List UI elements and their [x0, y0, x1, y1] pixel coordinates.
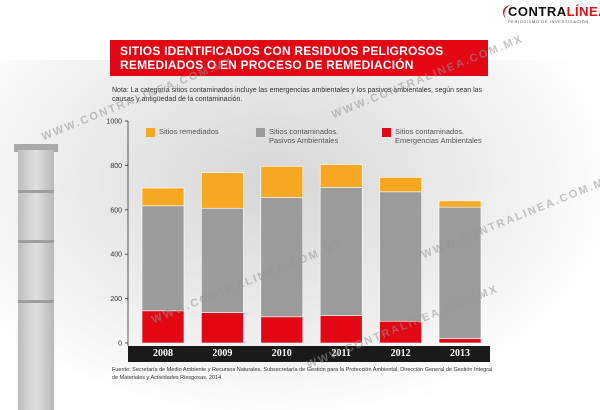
bar-segment — [260, 316, 304, 344]
bar-segment — [260, 165, 304, 198]
legend-swatch — [146, 128, 155, 137]
x-tick-label: 2013 — [450, 348, 470, 359]
logo-tagline: PERIODISMO DE INVESTIGACIÓN — [508, 19, 589, 24]
bar-segment — [319, 164, 363, 188]
y-tick-label: 1000 — [106, 119, 122, 126]
legend-label: Sitios contaminados. — [395, 127, 464, 136]
bar-segment — [438, 338, 482, 344]
y-tick-label: 800 — [110, 163, 122, 170]
logo-swoosh-icon — [502, 5, 510, 19]
bar-segment — [141, 187, 185, 207]
y-tick-label: 400 — [110, 252, 122, 259]
legend-swatch — [382, 128, 391, 137]
legend-label: Pasivos Ambientales — [269, 136, 338, 145]
chimney-ring — [18, 240, 54, 243]
bar-segment — [379, 177, 422, 193]
chimney-cap — [14, 144, 58, 152]
x-tick-label: 2008 — [153, 348, 173, 359]
legend-label: Emergencias Ambientales — [395, 136, 482, 145]
chart-title-line2: REMEDIADOS O EN PROCESO DE REMEDIACIÓN — [120, 58, 414, 72]
legend-label: Sitios remediados — [159, 127, 219, 136]
logo-word-red: LÍNEA — [566, 4, 600, 19]
bar-segment — [319, 187, 363, 316]
x-axis-year-band: 2008 2009 2010 2011 2012 2013 — [128, 346, 490, 362]
x-tick-label: 2010 — [271, 348, 292, 359]
chart-title-line1: SITIOS IDENTIFICADOS CON RESIDUOS PELIGR… — [120, 44, 444, 58]
bar-segment — [141, 205, 185, 312]
chart-note: Nota: La categoría sitios contaminados i… — [112, 87, 483, 103]
bar-segment — [438, 206, 482, 339]
chart-source: Fuente: Secretaría de Medio Ambiente y R… — [112, 367, 493, 381]
contralinea-logo: CONTRALÍNEA PERIODISMO DE INVESTIGACIÓN — [500, 4, 600, 30]
bar-segment — [201, 172, 244, 209]
y-axis: 0 200 400 600 800 1000 — [106, 119, 129, 348]
bars — [141, 164, 482, 344]
y-tick-label: 0 — [118, 341, 122, 348]
y-tick-label: 200 — [110, 296, 122, 303]
bar-segment — [201, 312, 244, 344]
bar-segment — [141, 310, 185, 344]
chimney-ring — [18, 190, 54, 193]
bar-segment — [379, 191, 422, 322]
x-tick-label: 2009 — [212, 348, 233, 359]
x-tick-label: 2011 — [331, 348, 351, 359]
logo-wordmark: CONTRALÍNEA — [508, 4, 600, 19]
x-tick-label: 2012 — [390, 348, 411, 359]
legend-label: Sitios contaminados. — [269, 127, 338, 136]
chart-title: SITIOS IDENTIFICADOS CON RESIDUOS PELIGR… — [120, 44, 480, 72]
bar-segment — [438, 200, 482, 208]
legend-swatch — [256, 128, 265, 137]
bar-segment — [201, 207, 244, 313]
legend: Sitios remediados Sitios contaminados.Pas… — [146, 127, 482, 145]
chart-title-bar: SITIOS IDENTIFICADOS CON RESIDUOS PELIGR… — [110, 40, 488, 76]
bar-segment — [319, 315, 363, 344]
logo-word-black: CONTRA — [508, 4, 567, 19]
y-tick-label: 600 — [110, 207, 122, 214]
chimney-ring — [18, 300, 54, 303]
chimney-illustration — [18, 150, 54, 410]
